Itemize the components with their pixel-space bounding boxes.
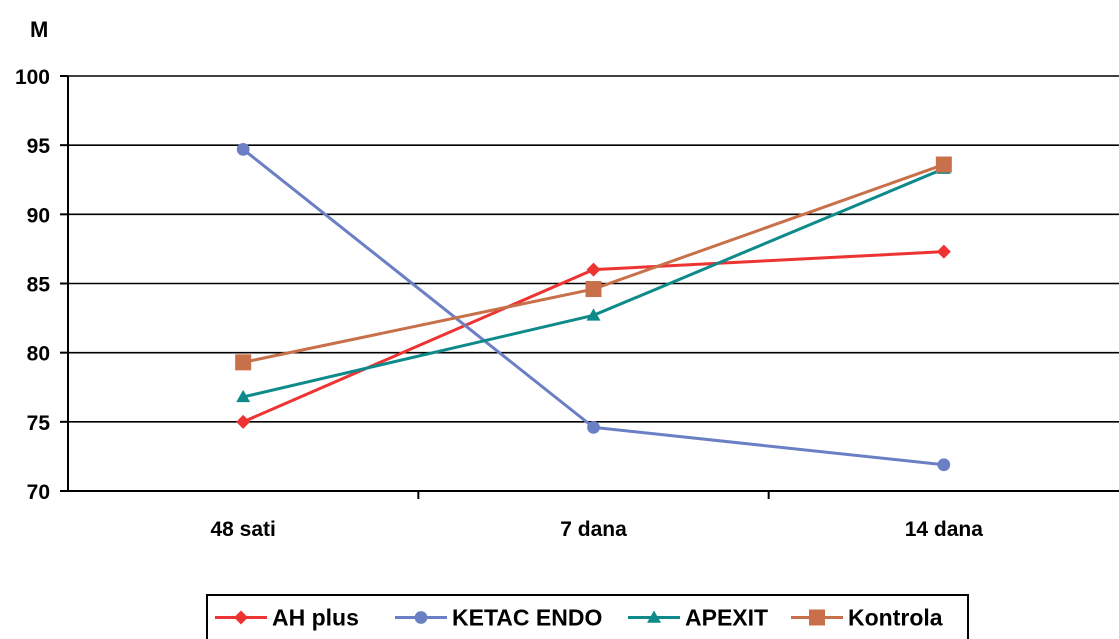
data-point (585, 281, 602, 298)
legend-swatch-marker (414, 611, 428, 624)
y-tick-label: 85 (27, 274, 51, 297)
legend-item: Kontrola (791, 605, 943, 631)
series-ah-plus (236, 244, 951, 429)
x-tick-labels: 48 sati 7 dana 14 dana (210, 518, 983, 541)
legend-label: KETAC ENDO (452, 605, 602, 631)
legend-item: APEXIT (628, 605, 768, 631)
legend-label: Kontrola (848, 605, 943, 631)
y-tick-label: 80 (27, 343, 50, 366)
legend-swatch-marker (647, 610, 661, 623)
data-point (236, 414, 251, 429)
series-line (242, 250, 944, 424)
data-point (236, 142, 250, 156)
data-point (586, 308, 601, 321)
data-point (587, 420, 600, 434)
legend-item: KETAC ENDO (395, 605, 602, 631)
legend-label: APEXIT (685, 605, 768, 631)
legend-box (206, 594, 969, 639)
x-tick-label: 14 dana (905, 518, 984, 541)
y-tick-label: 90 (27, 204, 50, 227)
data-point (936, 244, 951, 259)
data-series (235, 142, 952, 472)
legend: AH plus KETAC ENDO APEXIT Kontrola (206, 594, 969, 639)
legend-label: AH plus (272, 605, 359, 631)
y-tick-label: 70 (27, 481, 50, 504)
data-point (586, 262, 601, 277)
x-tick-label: 7 dana (560, 518, 627, 541)
data-point (236, 389, 251, 403)
grid-lines (68, 75, 1119, 423)
y-tick-labels: 70 75 80 85 90 95 100 (15, 66, 50, 504)
data-point (935, 156, 952, 173)
series-ketac-endo (236, 142, 951, 472)
y-tick-label: 95 (27, 135, 51, 158)
axes (60, 75, 1119, 499)
legend-item: AH plus (215, 605, 359, 631)
y-axis-title: M (30, 17, 48, 42)
y-tick-label: 100 (15, 66, 50, 89)
series-kontrola (235, 156, 952, 371)
legend-swatch-marker (234, 610, 248, 625)
data-point (235, 354, 252, 371)
data-point (937, 458, 951, 472)
y-tick-label: 75 (27, 412, 51, 435)
legend-swatch-marker (809, 609, 825, 626)
x-tick-label: 48 sati (210, 518, 275, 541)
series-line (242, 148, 944, 467)
